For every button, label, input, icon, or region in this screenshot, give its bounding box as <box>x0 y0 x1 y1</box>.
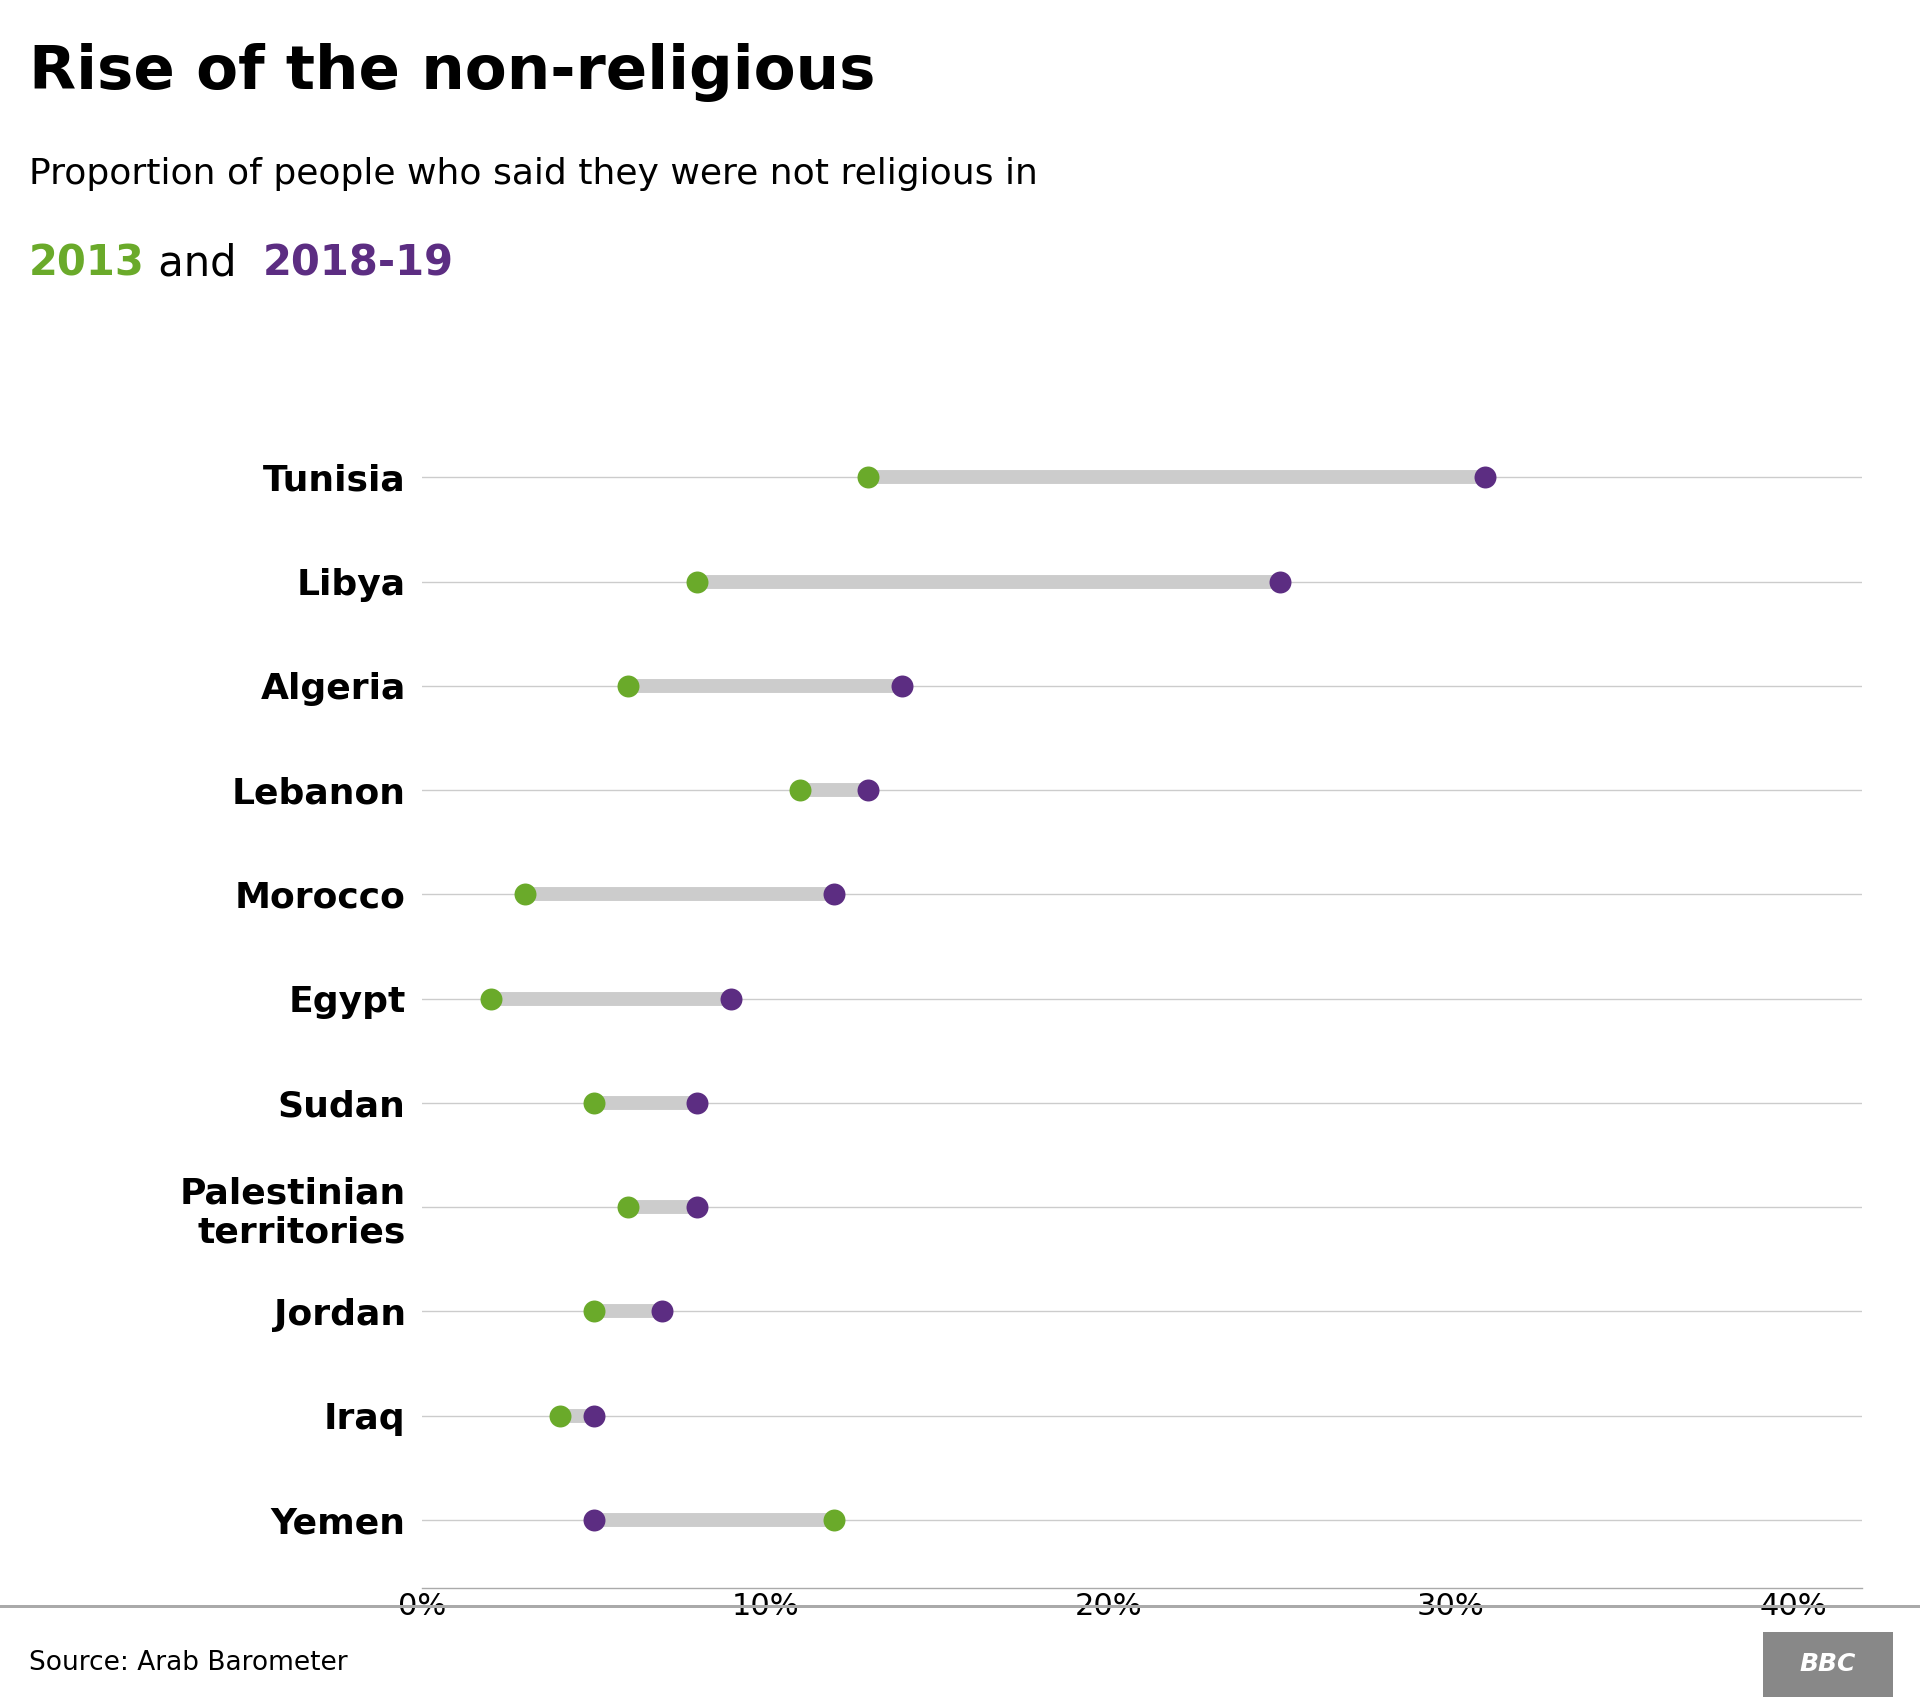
Point <box>578 1297 609 1325</box>
Point <box>476 985 507 1012</box>
Text: Source: Arab Barometer: Source: Arab Barometer <box>29 1651 348 1676</box>
Point <box>543 1401 574 1429</box>
Point <box>818 881 849 908</box>
Point <box>1263 568 1294 596</box>
Point <box>852 464 883 492</box>
Point <box>682 1193 712 1221</box>
Text: BBC: BBC <box>1799 1652 1857 1676</box>
Text: Proportion of people who said they were not religious in: Proportion of people who said they were … <box>29 157 1037 191</box>
Point <box>1471 464 1501 492</box>
Text: and: and <box>144 242 263 285</box>
Point <box>682 568 712 596</box>
Text: Rise of the non-religious: Rise of the non-religious <box>29 43 876 102</box>
Point <box>578 1401 609 1429</box>
Point <box>887 673 918 700</box>
Point <box>612 673 643 700</box>
Point <box>578 1506 609 1533</box>
Point <box>578 1089 609 1116</box>
Text: 2013: 2013 <box>29 242 144 285</box>
Point <box>612 1193 643 1221</box>
Point <box>647 1297 678 1325</box>
Point <box>852 777 883 804</box>
Point <box>783 777 814 804</box>
Point <box>716 985 747 1012</box>
Text: 2018-19: 2018-19 <box>263 242 453 285</box>
Point <box>682 1089 712 1116</box>
Point <box>818 1506 849 1533</box>
Point <box>511 881 541 908</box>
